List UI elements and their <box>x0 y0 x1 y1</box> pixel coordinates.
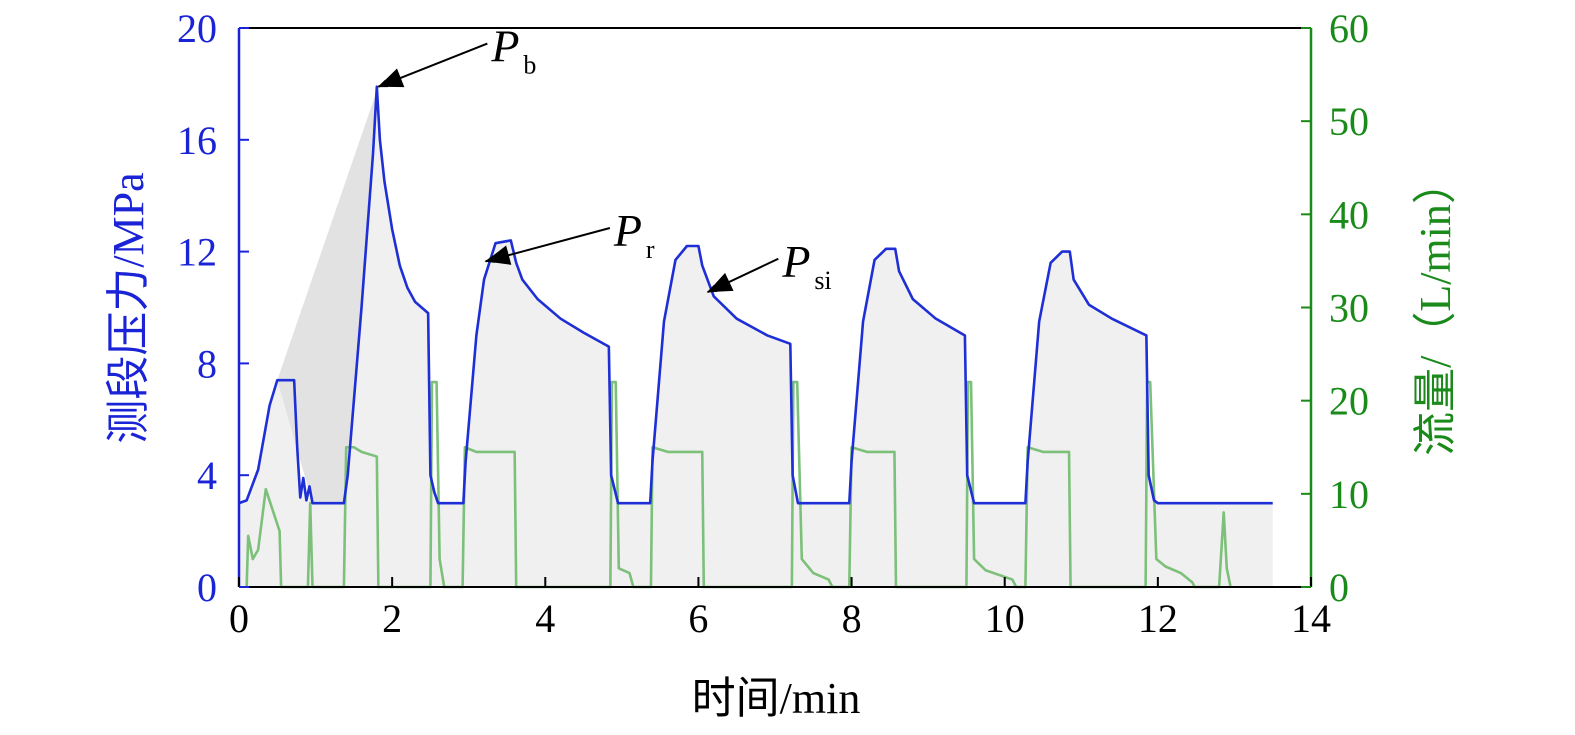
annotation-arrowhead <box>707 272 734 293</box>
x-tick-label: 14 <box>1291 596 1331 641</box>
annotation-label: P <box>781 236 810 287</box>
x-tick-label: 6 <box>688 596 708 641</box>
left-y-axis-title: 测段压力/MPa <box>104 172 153 443</box>
annotation-subscript: r <box>646 235 655 264</box>
x-tick-label: 4 <box>535 596 555 641</box>
pressure-series-layer <box>238 85 1273 505</box>
annotation-arrowhead <box>485 245 512 265</box>
left-y-tick-label: 0 <box>197 565 217 610</box>
left-y-tick-label: 12 <box>177 230 217 275</box>
right-y-tick-label: 50 <box>1329 99 1369 144</box>
right-y-tick-label: 30 <box>1329 286 1369 331</box>
left-y-tick-label: 4 <box>197 453 217 498</box>
pressure-rise-shade <box>277 95 376 504</box>
x-tick-label: 12 <box>1138 596 1178 641</box>
left-y-tick-label: 20 <box>177 6 217 51</box>
right-y-tick-label: 20 <box>1329 379 1369 424</box>
annotation-label: P <box>613 205 642 256</box>
right-y-axis-title: 流量/（L/min） <box>1411 160 1460 456</box>
x-tick-label: 8 <box>842 596 862 641</box>
annotation-subscript: si <box>814 266 831 295</box>
flow-series-layer <box>245 380 1232 589</box>
annotation-subscript: b <box>523 51 536 80</box>
x-tick-label: 0 <box>229 596 249 641</box>
x-axis-title: 时间/min <box>692 674 861 723</box>
left-y-tick-label: 16 <box>177 118 217 163</box>
right-y-tick-label: 40 <box>1329 192 1369 237</box>
right-y-tick-label: 0 <box>1329 565 1349 610</box>
x-tick-label: 10 <box>985 596 1025 641</box>
pressure-area-fill <box>239 86 1273 587</box>
x-tick-label: 2 <box>382 596 402 641</box>
left-y-tick-label: 8 <box>197 341 217 386</box>
flow-series-line <box>245 380 1232 589</box>
pressure-envelope-fill <box>239 86 1273 587</box>
right-y-tick-label: 10 <box>1329 472 1369 517</box>
annotation-label: P <box>490 21 519 72</box>
right-y-tick-label: 60 <box>1329 6 1369 51</box>
pressure-series-line <box>238 85 1273 505</box>
annotation-arrowhead <box>378 68 405 88</box>
